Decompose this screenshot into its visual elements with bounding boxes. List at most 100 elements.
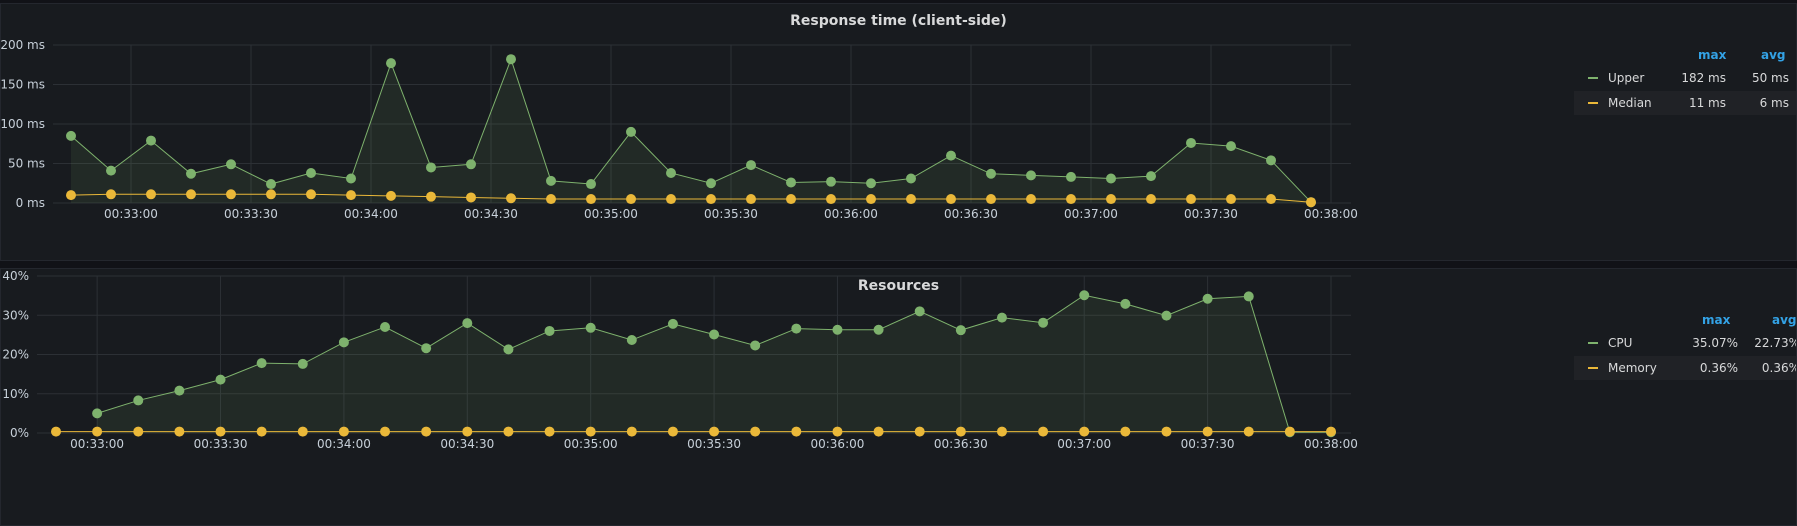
data-point-median[interactable] bbox=[866, 194, 876, 205]
response-time-chart[interactable]: 0 ms 50 ms 100 ms 150 ms 200 ms 00:33:00 00:33… bbox=[1, 4, 1561, 261]
data-point-cpu[interactable] bbox=[873, 324, 884, 335]
data-point-memory[interactable] bbox=[174, 426, 185, 437]
data-point-median[interactable] bbox=[1306, 197, 1316, 208]
data-point-memory[interactable] bbox=[1120, 426, 1131, 437]
legend-avg-header[interactable]: avg bbox=[1772, 313, 1797, 327]
data-point-cpu[interactable] bbox=[421, 343, 432, 354]
data-point-median[interactable] bbox=[666, 194, 676, 205]
data-point-cpu[interactable] bbox=[297, 358, 308, 369]
data-point-median[interactable] bbox=[1146, 194, 1156, 205]
data-point-memory[interactable] bbox=[256, 426, 267, 437]
data-point-upper[interactable] bbox=[1226, 141, 1236, 152]
data-point-median[interactable] bbox=[106, 189, 116, 200]
data-point-memory[interactable] bbox=[709, 426, 720, 437]
data-point-memory[interactable] bbox=[51, 426, 61, 437]
data-point-median[interactable] bbox=[1226, 194, 1236, 205]
data-point-upper[interactable] bbox=[426, 162, 436, 173]
data-point-upper[interactable] bbox=[786, 177, 796, 188]
data-point-upper[interactable] bbox=[986, 168, 996, 179]
data-point-memory[interactable] bbox=[996, 426, 1007, 437]
data-point-upper[interactable] bbox=[826, 176, 836, 187]
data-point-upper[interactable] bbox=[1026, 170, 1036, 181]
data-point-upper[interactable] bbox=[466, 159, 476, 170]
legend-row-cpu[interactable]: CPU 35.07% 22.73% bbox=[1574, 331, 1796, 355]
data-point-upper[interactable] bbox=[306, 167, 316, 178]
data-point-memory[interactable] bbox=[585, 426, 596, 437]
data-point-cpu[interactable] bbox=[215, 374, 226, 385]
data-point-memory[interactable] bbox=[1243, 426, 1254, 437]
data-point-upper[interactable] bbox=[1186, 137, 1196, 148]
data-point-median[interactable] bbox=[226, 189, 236, 200]
data-point-median[interactable] bbox=[186, 189, 196, 200]
data-point-cpu[interactable] bbox=[1161, 310, 1172, 321]
data-point-median[interactable] bbox=[426, 191, 436, 202]
series-color-swatch[interactable] bbox=[1588, 342, 1598, 344]
data-point-median[interactable] bbox=[1266, 194, 1276, 205]
data-point-cpu[interactable] bbox=[667, 318, 678, 329]
data-point-upper[interactable] bbox=[226, 159, 236, 170]
data-point-median[interactable] bbox=[1186, 194, 1196, 205]
data-point-upper[interactable] bbox=[1066, 171, 1076, 182]
data-point-cpu[interactable] bbox=[750, 340, 761, 351]
data-point-memory[interactable] bbox=[955, 426, 966, 437]
data-point-memory[interactable] bbox=[1161, 426, 1172, 437]
data-point-median[interactable] bbox=[266, 189, 276, 200]
data-point-median[interactable] bbox=[546, 194, 556, 205]
data-point-cpu[interactable] bbox=[955, 325, 966, 336]
data-point-median[interactable] bbox=[1066, 194, 1076, 205]
data-point-median[interactable] bbox=[346, 190, 356, 201]
data-point-median[interactable] bbox=[466, 192, 476, 203]
data-point-memory[interactable] bbox=[503, 426, 514, 437]
data-point-memory[interactable] bbox=[1202, 426, 1213, 437]
data-point-cpu[interactable] bbox=[380, 322, 391, 333]
data-point-cpu[interactable] bbox=[709, 329, 720, 340]
data-point-memory[interactable] bbox=[626, 426, 637, 437]
data-point-upper[interactable] bbox=[546, 175, 556, 186]
data-point-cpu[interactable] bbox=[174, 385, 185, 396]
legend-max-header[interactable]: max bbox=[1698, 48, 1727, 62]
series-color-swatch[interactable] bbox=[1588, 77, 1598, 79]
legend-row-memory[interactable]: Memory 0.36% 0.36% bbox=[1574, 356, 1796, 380]
data-point-upper[interactable] bbox=[266, 179, 276, 190]
data-point-upper[interactable] bbox=[586, 179, 596, 190]
data-point-upper[interactable] bbox=[146, 135, 156, 146]
series-color-swatch[interactable] bbox=[1588, 102, 1598, 104]
data-point-cpu[interactable] bbox=[585, 322, 596, 333]
data-point-upper[interactable] bbox=[746, 160, 756, 171]
data-point-cpu[interactable] bbox=[1202, 293, 1213, 304]
data-point-upper[interactable] bbox=[1146, 171, 1156, 182]
data-point-memory[interactable] bbox=[914, 426, 925, 437]
data-point-median[interactable] bbox=[1026, 194, 1036, 205]
data-point-cpu[interactable] bbox=[1243, 291, 1254, 302]
legend-row-upper[interactable]: Upper 182 ms 50 ms bbox=[1574, 66, 1796, 90]
data-point-memory[interactable] bbox=[791, 426, 802, 437]
data-point-memory[interactable] bbox=[215, 426, 226, 437]
legend-max-header[interactable]: max bbox=[1702, 313, 1731, 327]
data-point-memory[interactable] bbox=[338, 426, 349, 437]
data-point-cpu[interactable] bbox=[914, 306, 925, 317]
data-point-memory[interactable] bbox=[421, 426, 432, 437]
data-point-median[interactable] bbox=[66, 190, 76, 201]
data-point-median[interactable] bbox=[146, 189, 156, 200]
data-point-memory[interactable] bbox=[750, 426, 761, 437]
data-point-memory[interactable] bbox=[667, 426, 678, 437]
data-point-upper[interactable] bbox=[946, 150, 956, 161]
data-point-median[interactable] bbox=[986, 194, 996, 205]
data-point-cpu[interactable] bbox=[791, 323, 802, 334]
legend-avg-header[interactable]: avg bbox=[1761, 48, 1786, 62]
data-point-median[interactable] bbox=[906, 194, 916, 205]
data-point-upper[interactable] bbox=[386, 58, 396, 69]
panel-title[interactable]: Response time (client-side) bbox=[790, 13, 1007, 29]
data-point-cpu[interactable] bbox=[626, 334, 637, 345]
data-point-median[interactable] bbox=[946, 194, 956, 205]
data-point-cpu[interactable] bbox=[1079, 290, 1090, 301]
data-point-upper[interactable] bbox=[106, 165, 116, 176]
data-point-median[interactable] bbox=[586, 194, 596, 205]
data-point-median[interactable] bbox=[1106, 194, 1116, 205]
data-point-memory[interactable] bbox=[1284, 426, 1295, 437]
data-point-median[interactable] bbox=[786, 194, 796, 205]
legend-row-median[interactable]: Median 11 ms 6 ms bbox=[1574, 91, 1796, 115]
resources-chart[interactable]: 0% 10% 20% 30% 40% 00:33:00 00:33:30 00:34:00 00… bbox=[1, 269, 1561, 526]
data-point-memory[interactable] bbox=[92, 426, 103, 437]
data-point-memory[interactable] bbox=[873, 426, 884, 437]
